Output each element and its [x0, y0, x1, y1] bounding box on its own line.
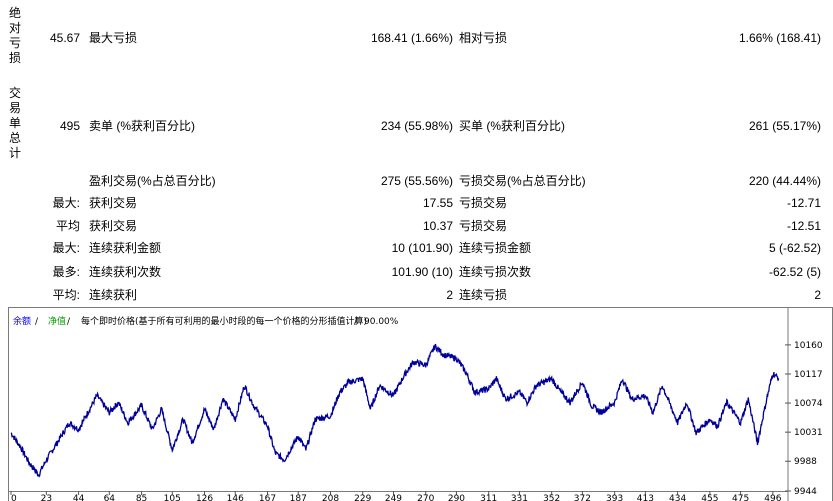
- y-tick-label: 10117: [794, 370, 823, 380]
- plot-area: [9, 308, 789, 501]
- row-label: 连续亏损: [459, 288, 508, 302]
- y-tick-label: 10160: [794, 341, 823, 351]
- balance-chart: 余额 / 净值 / 每个即时价格(基于所有可利用的最小时段的每一个价格的分形插值…: [8, 307, 833, 501]
- row-value: 220 (44.44%): [748, 174, 821, 188]
- x-tick-label: 413: [637, 494, 654, 501]
- row-value: 2: [814, 288, 821, 302]
- row-value: 平均: [55, 219, 80, 233]
- row-value: 168.41 (1.66%): [370, 31, 453, 45]
- x-tick-label: 270: [417, 494, 434, 501]
- row-value: 10.37: [422, 219, 453, 233]
- row-label: 最大亏损: [89, 31, 138, 45]
- x-tick-label: 455: [701, 494, 718, 501]
- legend-balance: 余额: [13, 315, 31, 327]
- row-value: -62.52 (5): [768, 265, 821, 279]
- x-tick-label: 475: [732, 494, 749, 501]
- row-value: 5 (-62.52): [768, 241, 821, 255]
- x-tick-label: 249: [385, 494, 402, 501]
- y-tick-label: 10031: [794, 428, 823, 438]
- x-tick-label: 44: [73, 494, 85, 501]
- row-label: 买单 (%获利百分比): [459, 119, 565, 133]
- row-label: 盈利交易(%占总百分比): [89, 174, 216, 188]
- row-value: 最多:: [52, 265, 80, 279]
- x-tick-label: 85: [136, 494, 147, 501]
- row-label: 亏损交易(%占总百分比): [459, 174, 586, 188]
- y-axis: 9944 9988 10031 10074 10117 10160: [785, 341, 823, 497]
- x-tick-label: 372: [574, 494, 591, 501]
- row-value: 平均:: [52, 288, 80, 302]
- x-tick-label: 290: [448, 494, 465, 501]
- x-axis: 0 23 44 64 85 105 126 146 167 187 208 229 249 270 290 3…: [10, 491, 782, 501]
- y-tick-label: 10074: [794, 399, 823, 409]
- x-tick-label: 0: [11, 494, 17, 501]
- x-tick-label: 434: [669, 494, 686, 501]
- row-value: 495: [59, 119, 80, 133]
- row-value: -12.71: [786, 196, 821, 210]
- legend-separator: /: [35, 317, 39, 327]
- x-tick-label: 187: [290, 494, 307, 501]
- x-tick-label: 208: [322, 494, 339, 501]
- legend-separator: /: [354, 317, 358, 327]
- row-value: 2: [446, 288, 453, 302]
- row-value: 10 (101.90): [391, 241, 453, 255]
- row-label: 获利交易: [89, 219, 138, 233]
- row-label: 获利交易: [89, 196, 138, 210]
- legend-quality: 90.00%: [364, 317, 399, 327]
- x-tick-label: 352: [543, 494, 560, 501]
- row-value: 1.66% (168.41): [738, 31, 821, 45]
- row-label: 亏损交易: [459, 219, 508, 233]
- chart-canvas: 余额 / 净值 / 每个即时价格(基于所有可利用的最小时段的每一个价格的分形插值…: [9, 308, 823, 501]
- row-value: 45.67: [49, 31, 80, 45]
- x-tick-label: 146: [227, 494, 244, 501]
- row-label: 连续亏损次数: [459, 265, 532, 279]
- row-value: -12.51: [786, 219, 821, 233]
- row-value: 234 (55.98%): [380, 119, 453, 133]
- row-label: 连续亏损金额: [459, 241, 532, 255]
- legend-separator: /: [67, 317, 71, 327]
- x-tick-label: 64: [104, 494, 116, 501]
- row-label: 亏损交易: [459, 196, 508, 210]
- row-value: 275 (55.56%): [380, 174, 453, 188]
- row-label: 连续获利金额: [89, 241, 162, 255]
- x-tick-label: 126: [196, 494, 213, 501]
- row-label: 连续获利: [89, 288, 138, 302]
- x-tick-label: 105: [164, 494, 181, 501]
- legend-equity: 净值: [48, 315, 66, 327]
- row-value: 最大:: [52, 241, 80, 255]
- row-value: 最大:: [52, 196, 80, 210]
- y-tick-label: 9988: [794, 457, 817, 467]
- section-label-absolute-drawdown: 绝对亏损: [8, 6, 21, 65]
- x-tick-label: 393: [606, 494, 623, 501]
- row-value: 17.55: [422, 196, 453, 210]
- y-tick-label: 9944: [794, 487, 817, 497]
- x-tick-label: 311: [480, 494, 497, 501]
- row-label: 相对亏损: [459, 31, 508, 45]
- x-tick-label: 331: [511, 494, 528, 501]
- x-tick-label: 496: [764, 494, 781, 501]
- legend-model: 每个即时价格(基于所有可利用的最小时段的每一个价格的分形插值计算): [81, 315, 367, 327]
- section-label-total-trades: 交易单总计: [8, 86, 21, 160]
- x-tick-label: 23: [41, 494, 52, 501]
- x-tick-label: 167: [259, 494, 276, 501]
- row-label: 连续获利次数: [89, 265, 162, 279]
- row-value: 101.90 (10): [391, 265, 453, 279]
- x-tick-label: 229: [354, 494, 371, 501]
- row-value: 261 (55.17%): [748, 119, 821, 133]
- balance-series-line: [10, 343, 780, 478]
- row-label: 卖单 (%获利百分比): [89, 119, 195, 133]
